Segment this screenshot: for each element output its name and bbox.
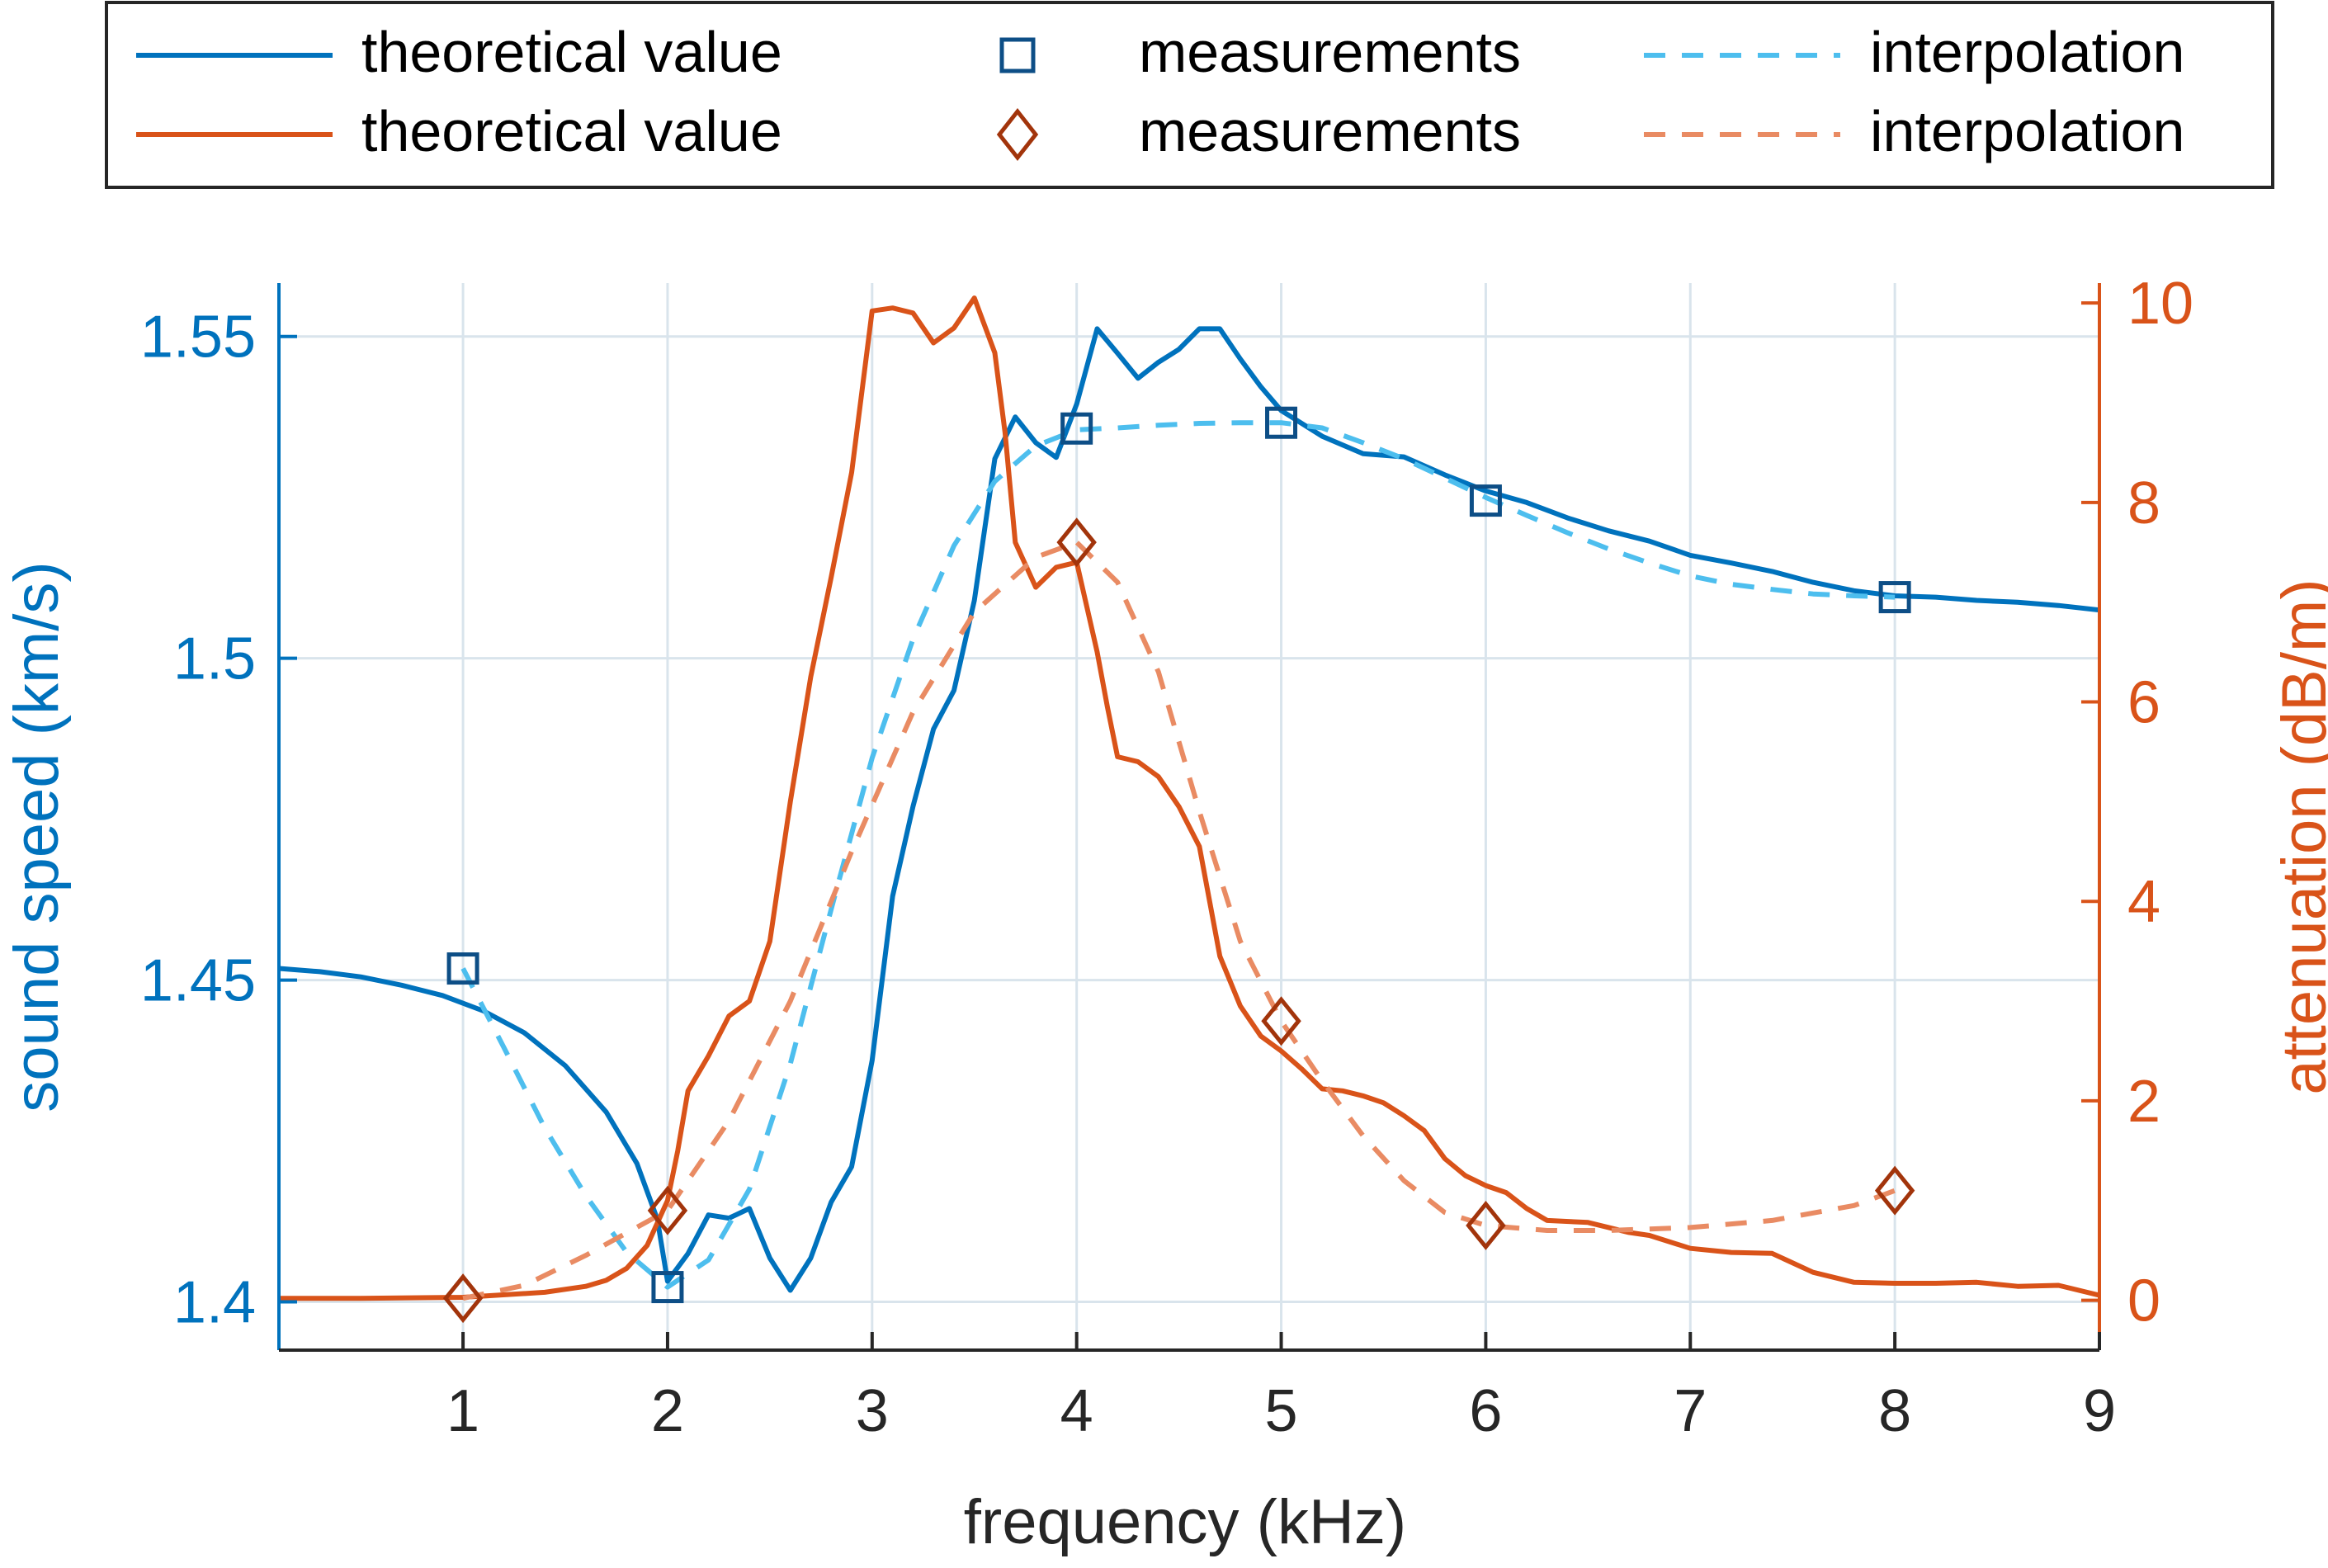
x-tick-label: 8	[1878, 1378, 1911, 1444]
x-tick-labels: 1 2 3 4 5 6 7 8 9	[446, 1378, 2116, 1444]
y-left-tick-labels: 1.4 1.45 1.5 1.55	[140, 305, 256, 1336]
measurement-square-point	[446, 952, 479, 985]
measurement-diamond-point	[1466, 1200, 1506, 1250]
y-right-tick-label: 10	[2127, 271, 2193, 337]
x-tick-label: 7	[1674, 1378, 1707, 1444]
measurement-square-point	[651, 1271, 684, 1304]
series-layer	[278, 295, 2100, 1324]
legend: theoretical value measurements interpola…	[105, 1, 2274, 189]
measurement-square-point	[1060, 412, 1093, 445]
y-right-tick-label: 8	[2127, 470, 2160, 536]
series-right-line	[279, 295, 2100, 1301]
y-right-axis-label: attenuation (dB/m)	[2269, 579, 2328, 1094]
legend-swatch-orange-diamond	[996, 107, 1039, 162]
legend-label-orange-theoretical: theoretical value	[361, 99, 782, 163]
x-tick-label: 6	[1469, 1378, 1502, 1444]
legend-label-orange-measurements: measurements	[1139, 99, 1521, 163]
y-right-tick-label: 4	[2127, 869, 2160, 935]
legend-label-blue-theoretical: theoretical value	[361, 20, 782, 84]
measurement-diamond-point	[1874, 1165, 1915, 1216]
x-tick-label: 4	[1060, 1378, 1093, 1444]
legend-label-orange-interpolation: interpolation	[1870, 99, 2184, 163]
measurement-diamond-point	[1056, 517, 1097, 568]
grid	[279, 283, 2101, 1350]
plot-area: 1 2 3 4 5 6 7 8 9 1.4 1.45 1.5 1.55 0 2 4 6 8 10	[140, 271, 2193, 1444]
y-left-tick-label: 1.5	[173, 626, 256, 692]
y-right-tick-label: 6	[2127, 670, 2160, 736]
y-left-axis-label: sound speed (km/s)	[2, 561, 72, 1112]
y-right-tick-labels: 0 2 4 6 8 10	[2127, 271, 2193, 1334]
x-tick-label: 9	[2083, 1378, 2116, 1444]
series-left-dashed	[460, 420, 1896, 1290]
measurement-square-point	[1878, 581, 1911, 614]
measurement-diamond-point	[442, 1273, 484, 1324]
series-left-line	[278, 326, 2100, 1293]
measurement-square-point	[1469, 484, 1502, 517]
y-left-tick-label: 1.55	[140, 305, 256, 371]
x-axis-label: frequency (kHz)	[964, 1487, 1406, 1557]
y-right-tick-label: 2	[2127, 1069, 2160, 1135]
x-tick-label: 3	[856, 1378, 889, 1444]
y-left-tick-label: 1.45	[140, 948, 256, 1014]
x-tick-label: 2	[651, 1378, 684, 1444]
measurement-diamond-point	[1261, 996, 1301, 1046]
x-tick-label: 1	[446, 1378, 479, 1444]
legend-label-blue-measurements: measurements	[1139, 20, 1521, 84]
measurement-square-point	[1265, 406, 1298, 439]
measurement-diamond-point	[647, 1185, 688, 1235]
y-right-tick-label: 0	[2127, 1268, 2160, 1334]
legend-swatch-blue-square	[999, 37, 1036, 73]
legend-label-blue-interpolation: interpolation	[1870, 20, 2184, 84]
legend-box	[105, 1, 2274, 189]
y-left-tick-label: 1.4	[173, 1270, 256, 1336]
axes	[277, 283, 2101, 1352]
x-tick-label: 5	[1265, 1378, 1298, 1444]
series-right-dashed	[462, 540, 1896, 1301]
